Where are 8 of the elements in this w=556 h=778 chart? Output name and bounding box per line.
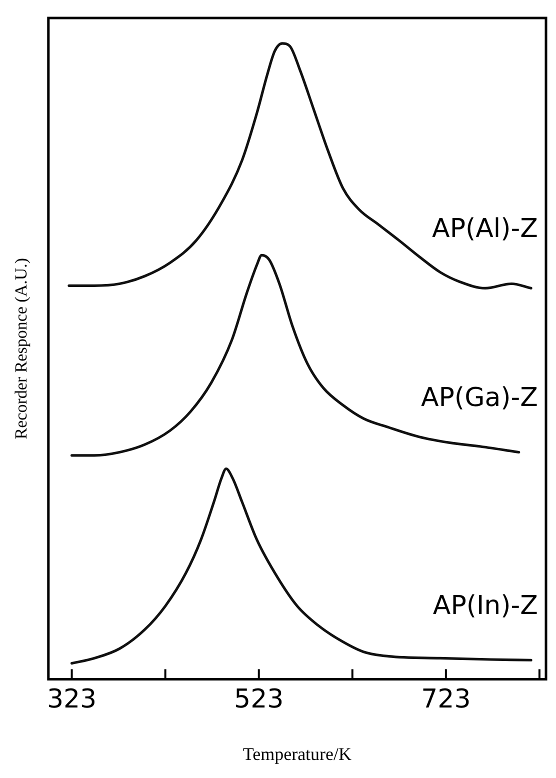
series-label: AP(Ga)-Z [420, 382, 538, 413]
x-axis-title: Temperature/K [242, 744, 352, 764]
series-label: AP(In)-Z [432, 590, 538, 621]
series-label: AP(Al)-Z [432, 214, 538, 244]
x-tick-label: 523 [234, 684, 284, 715]
x-tick-label: 723 [421, 684, 471, 715]
x-tick-label: 323 [46, 684, 97, 715]
y-axis-title: Recorder Responce (A.U.) [12, 258, 31, 440]
